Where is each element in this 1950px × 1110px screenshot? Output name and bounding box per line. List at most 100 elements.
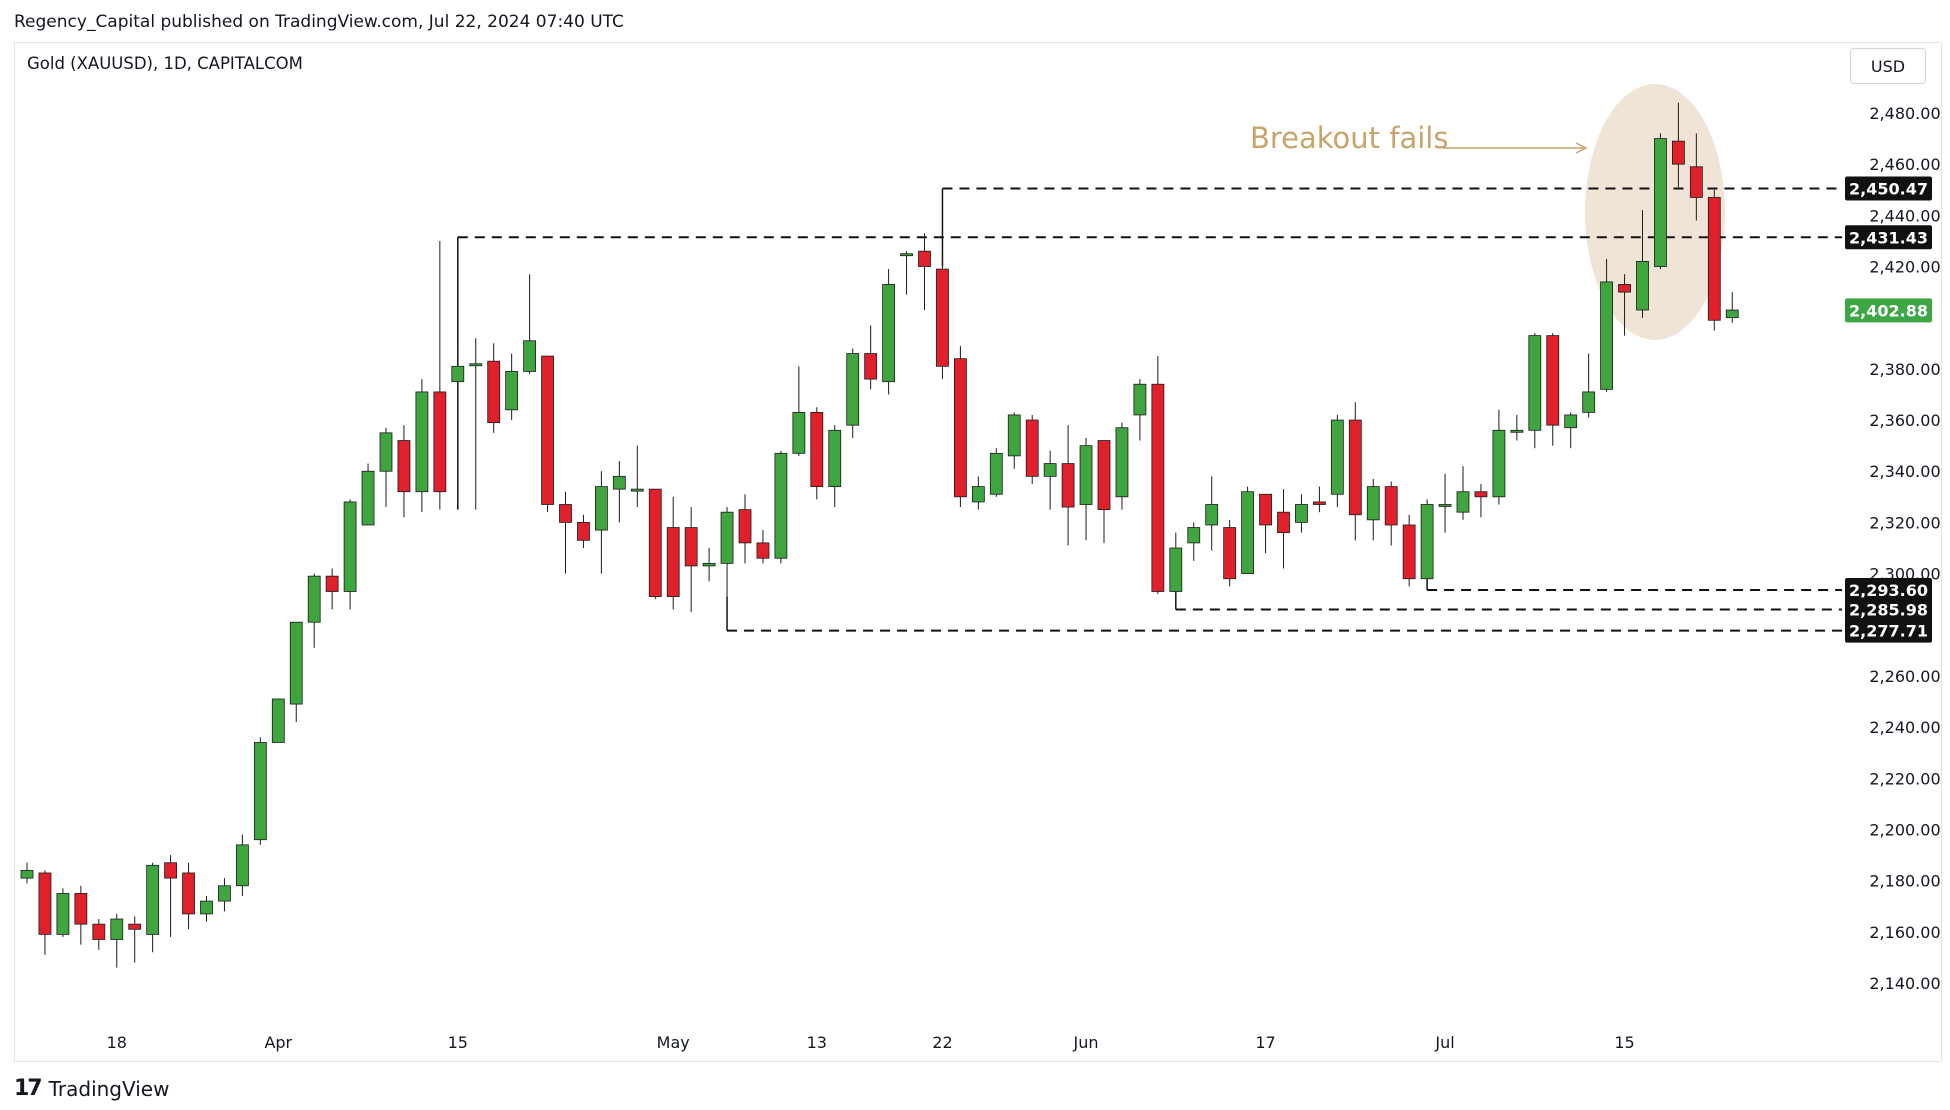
- candle-body-down: [559, 504, 572, 523]
- candle: [1725, 292, 1739, 323]
- symbol-title[interactable]: Gold (XAUUSD), 1D, CAPITALCOM: [27, 54, 303, 73]
- candle: [846, 348, 860, 438]
- candle: [1510, 414, 1524, 441]
- candle: [1600, 258, 1613, 392]
- candle: [1241, 486, 1254, 574]
- annotation-layer: Breakout fails: [1250, 121, 1588, 155]
- candle-body-up: [774, 452, 788, 559]
- candle: [415, 379, 429, 513]
- y-tick-label: 2,360.00: [1869, 411, 1940, 430]
- tradingview-brand[interactable]: 17 TradingView: [14, 1076, 169, 1101]
- candle-body-up: [1133, 383, 1147, 416]
- level-price-tag: 2,285.98: [1845, 597, 1932, 622]
- candle-body-down: [1384, 486, 1398, 526]
- y-tick-label: 2,240.00: [1869, 718, 1940, 737]
- candle-body-up: [56, 893, 70, 935]
- x-tick-label: 15: [448, 1033, 468, 1052]
- candle-body-up: [1492, 429, 1506, 498]
- candle-body-up: [253, 742, 267, 841]
- candle-body-down: [738, 509, 752, 544]
- candle-body-up: [1295, 504, 1308, 523]
- level-tag-label: 2,285.98: [1849, 600, 1928, 619]
- candle-body-up: [1330, 419, 1344, 495]
- candle: [666, 496, 680, 610]
- candle-body-down: [164, 862, 178, 879]
- candle-body-up: [1420, 504, 1434, 580]
- candle: [612, 461, 626, 523]
- candle: [1169, 532, 1183, 605]
- candle-body-up: [1438, 504, 1452, 507]
- candle: [810, 407, 824, 500]
- level-tag-box: [1845, 176, 1932, 201]
- candle: [182, 862, 195, 930]
- currency-button[interactable]: USD: [1850, 48, 1926, 84]
- last-price-tag: 2,402.88: [1845, 298, 1932, 323]
- candle: [559, 491, 572, 574]
- candle: [936, 258, 949, 380]
- y-tick-label: 2,200.00: [1869, 820, 1940, 839]
- candle-body-down: [1097, 440, 1111, 511]
- level-tag-box: [1845, 225, 1932, 250]
- candle: [200, 896, 213, 922]
- candle: [487, 343, 501, 433]
- candle-body-down: [128, 923, 142, 930]
- candle-body-down: [182, 872, 195, 915]
- candle: [469, 338, 483, 510]
- level-tag-label: 2,431.43: [1849, 228, 1928, 247]
- candle-body-up: [1043, 463, 1057, 477]
- candle-body-up: [828, 429, 842, 487]
- candle: [451, 345, 465, 505]
- candle: [128, 916, 142, 963]
- candle: [864, 325, 878, 390]
- y-tick-label: 2,260.00: [1869, 667, 1940, 686]
- candle-body-up: [1510, 429, 1524, 433]
- candle: [1707, 189, 1721, 331]
- candle-body-up: [1725, 309, 1739, 319]
- candle-body-up: [415, 391, 429, 493]
- candle: [38, 870, 52, 955]
- time-axis[interactable]: 18 Apr 15 May 13 22 Jun 17 Jul 15: [107, 1033, 1635, 1052]
- level-tag-label: 2,450.47: [1849, 180, 1928, 199]
- candle: [110, 913, 124, 968]
- x-tick-label: 17: [1255, 1033, 1275, 1052]
- candle-body-up: [1600, 281, 1613, 390]
- candle: [1259, 493, 1272, 554]
- candle: [1474, 484, 1488, 518]
- candle: [20, 862, 34, 884]
- candle-body-down: [1025, 419, 1039, 477]
- candle: [1205, 476, 1219, 551]
- level-price-tag: 2,293.60: [1845, 577, 1932, 602]
- level-price-tag: 2,431.43: [1845, 225, 1932, 250]
- candle: [1672, 102, 1685, 188]
- y-tick-label: 2,440.00: [1869, 206, 1940, 225]
- candle: [56, 888, 70, 937]
- candle: [702, 548, 716, 582]
- candle: [74, 885, 88, 945]
- candle: [1582, 353, 1596, 418]
- candle: [218, 878, 231, 912]
- x-tick-label: 18: [107, 1033, 127, 1052]
- level-price-tag: 2,450.47: [1845, 176, 1932, 201]
- candle: [1043, 450, 1057, 510]
- price-axis[interactable]: 2,480.00 2,460.00 2,440.00 2,420.00 2,380.00…: [1869, 104, 1940, 993]
- candle: [720, 507, 734, 607]
- last-price-box: [1845, 298, 1932, 323]
- candle-body-down: [38, 872, 52, 935]
- candle-body-down: [864, 353, 878, 380]
- candle: [828, 425, 842, 508]
- y-tick-label: 2,140.00: [1869, 974, 1940, 993]
- candle-body-down: [1313, 501, 1326, 505]
- level-tag-label: 2,277.71: [1849, 622, 1928, 641]
- candle-body-down: [433, 391, 447, 493]
- candle: [1133, 379, 1147, 441]
- candle: [1277, 489, 1290, 569]
- price-tags: 2,450.47 2,431.43 2,293.602,285.98 2,277.71…: [1845, 176, 1932, 643]
- candle-body-down: [1672, 140, 1685, 165]
- candle: [1528, 333, 1542, 449]
- candles: [20, 102, 1739, 968]
- candle-body-down: [74, 893, 88, 925]
- candle-body-down: [397, 440, 411, 493]
- candle: [1654, 133, 1667, 270]
- y-tick-label: 2,180.00: [1869, 872, 1940, 891]
